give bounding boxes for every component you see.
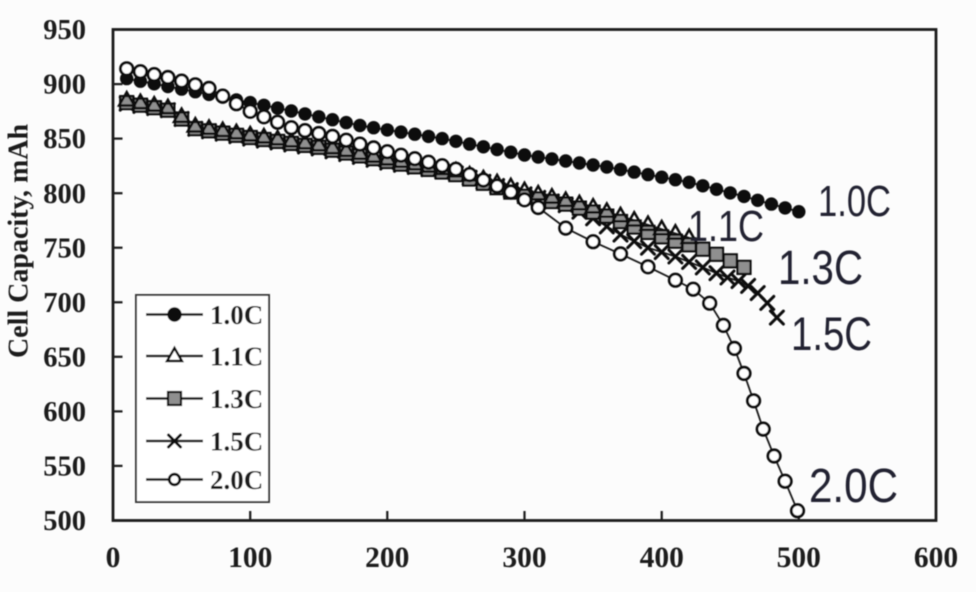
svg-text:400: 400 (640, 542, 684, 574)
svg-text:500: 500 (777, 542, 821, 574)
svg-text:900: 900 (43, 70, 86, 101)
svg-text:0: 0 (106, 542, 121, 574)
svg-text:1.0C: 1.0C (818, 177, 891, 226)
svg-text:600: 600 (43, 397, 86, 428)
svg-text:2.0C: 2.0C (210, 465, 263, 495)
svg-text:1.1C: 1.1C (688, 202, 764, 251)
svg-text:1.0C: 1.0C (210, 300, 263, 330)
svg-text:300: 300 (502, 542, 546, 574)
svg-text:700: 700 (43, 288, 86, 319)
svg-text:650: 650 (43, 342, 86, 373)
svg-text:550: 550 (43, 452, 86, 483)
svg-text:750: 750 (43, 233, 86, 264)
svg-text:1.3C: 1.3C (778, 242, 863, 295)
svg-text:950: 950 (43, 15, 86, 46)
svg-text:100: 100 (228, 542, 272, 574)
svg-text:1.3C: 1.3C (210, 384, 263, 414)
svg-text:600: 600 (914, 542, 958, 574)
svg-text:1.5C: 1.5C (210, 427, 263, 457)
svg-text:1.5C: 1.5C (791, 307, 872, 360)
svg-text:850: 850 (43, 124, 86, 155)
svg-text:500: 500 (43, 506, 86, 537)
svg-text:1.1C: 1.1C (210, 342, 263, 372)
svg-text:2.0C: 2.0C (809, 460, 898, 513)
svg-text:800: 800 (43, 179, 86, 210)
svg-text:Cell Capacity, mAh: Cell Capacity, mAh (4, 124, 35, 359)
svg-text:200: 200 (365, 542, 409, 574)
